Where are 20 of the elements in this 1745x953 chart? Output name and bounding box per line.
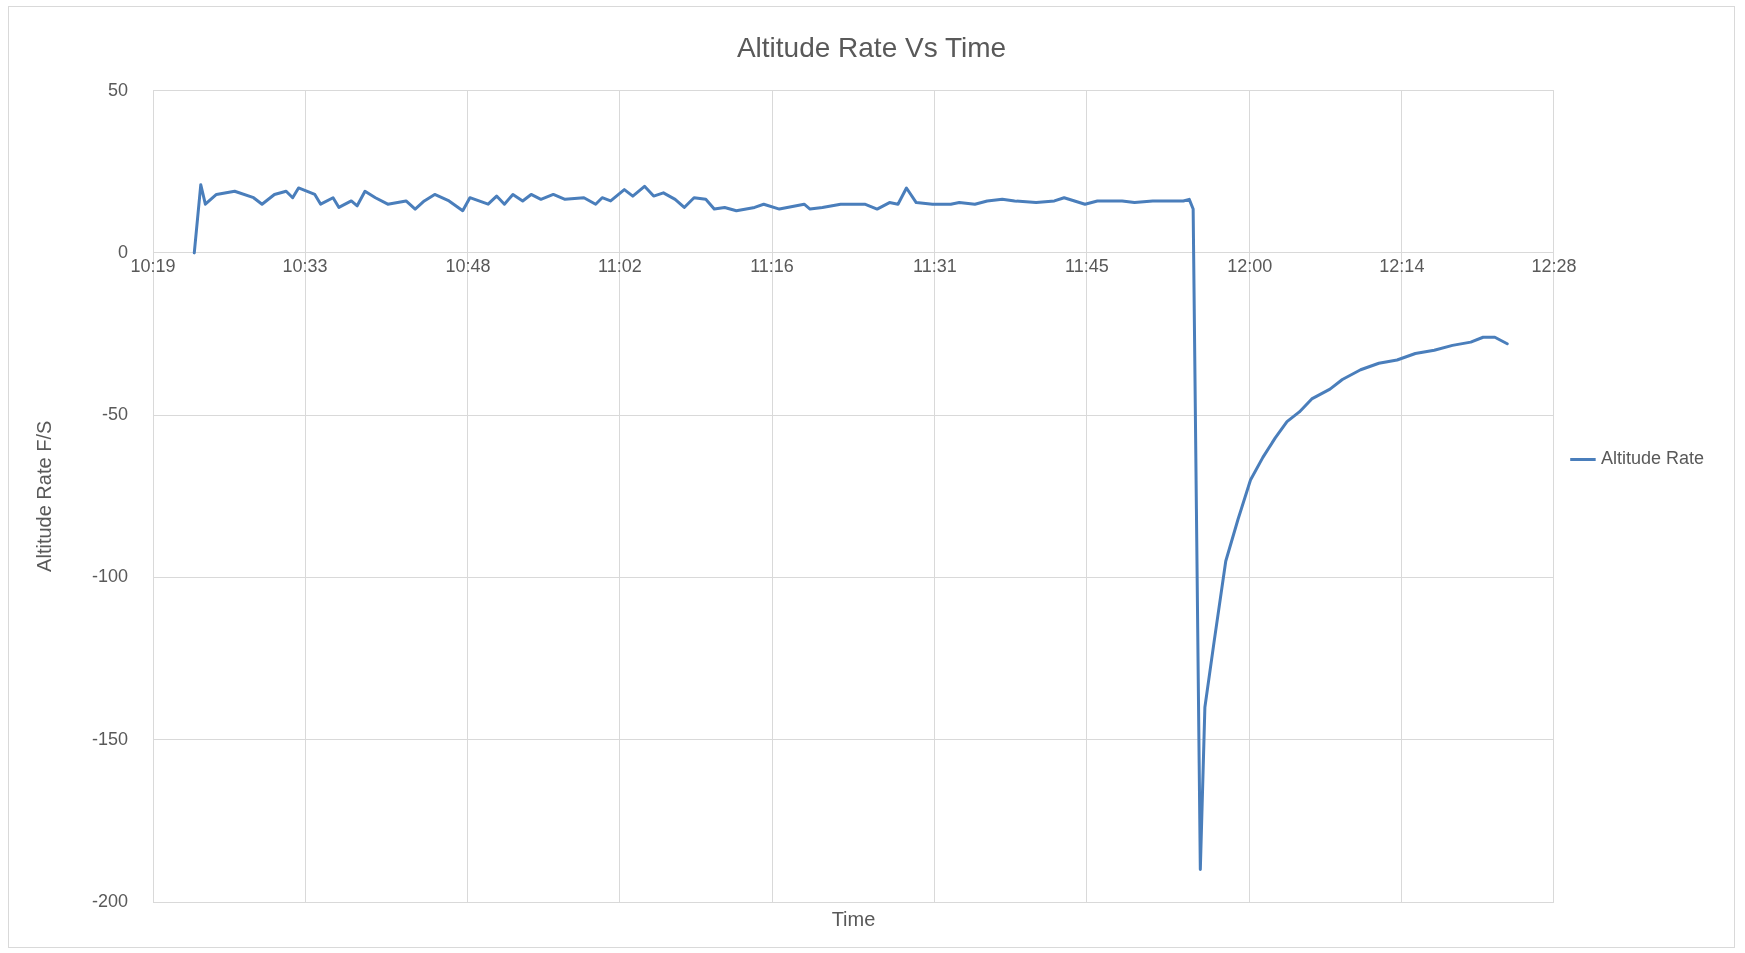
y-tick-label: -100 <box>92 566 129 587</box>
chart-title: Altitude Rate Vs Time <box>736 31 1007 63</box>
y-tick-label: -200 <box>92 890 129 911</box>
x-tick-label: 12:14 <box>1379 255 1425 276</box>
y-axis-title: Altitude Rate F/S <box>32 420 55 572</box>
x-tick-label: 11:45 <box>1065 255 1109 276</box>
y-tick-label: -50 <box>102 404 129 425</box>
x-tick-label: 11:02 <box>598 255 642 276</box>
x-tick-label: 12:00 <box>1227 255 1273 276</box>
x-tick-label: 11:31 <box>913 255 957 276</box>
y-tick-label: 0 <box>118 241 129 262</box>
legend-label: Altitude Rate <box>1600 448 1704 469</box>
x-tick-label: 11:16 <box>750 255 794 276</box>
y-tick-label: 50 <box>108 79 129 100</box>
x-tick-label: 10:48 <box>445 255 491 276</box>
x-tick-label: 10:19 <box>130 255 176 276</box>
x-tick-label: 10:33 <box>282 255 328 276</box>
x-tick-label: 12:28 <box>1531 255 1577 276</box>
y-tick-label: -150 <box>92 728 129 749</box>
x-axis-title: Time <box>831 907 876 930</box>
